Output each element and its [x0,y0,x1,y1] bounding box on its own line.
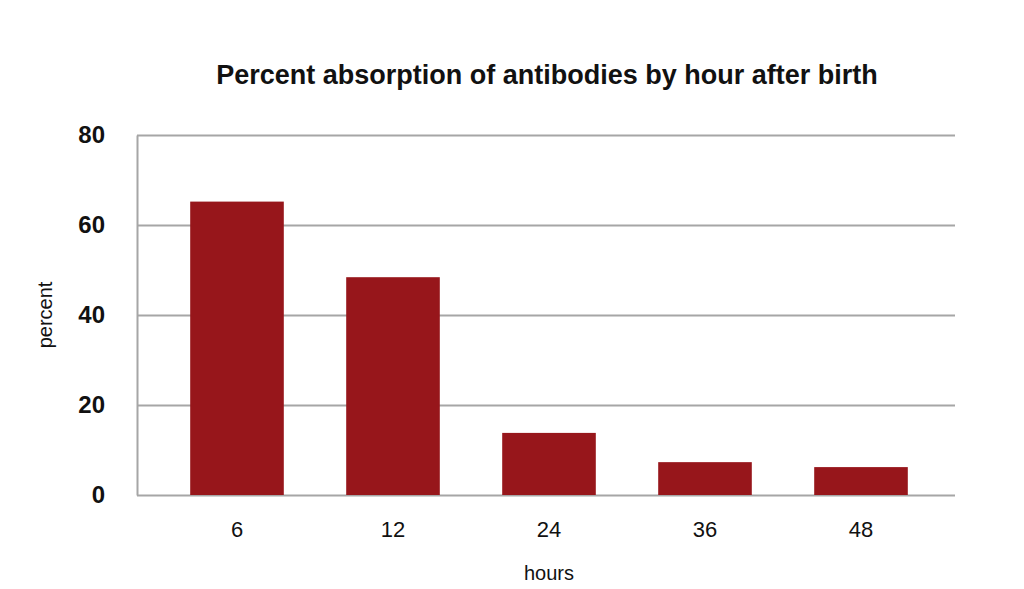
bar [814,467,908,495]
x-tick: 6 [231,495,243,542]
title: Percent absorption of antibodies by hour… [216,60,878,90]
y-tick-label: 60 [78,211,105,238]
x-axis-title: hours [524,562,574,584]
y-axis: 0 20 40 60 80 [78,121,955,508]
bar [190,202,284,495]
y-tick-label: 80 [78,121,105,148]
y-tick-label: 0 [92,481,105,508]
x-tick-label: 48 [849,517,873,542]
bar [658,462,752,495]
x-tick: 24 [537,495,561,542]
x-tick: 12 [381,495,405,542]
y-tick: 80 [78,121,955,148]
x-tick: 48 [849,495,873,542]
x-tick-label: 36 [693,517,717,542]
y-axis-title: percent [34,281,56,348]
y-tick-label: 20 [78,391,105,418]
x-tick-label: 24 [537,517,561,542]
x-axis: 6 12 24 36 48 [231,495,873,542]
grid-line [137,135,955,137]
x-tick-label: 6 [231,517,243,542]
x-tick-label: 12 [381,517,405,542]
bars [190,202,908,495]
x-tick: 36 [693,495,717,542]
chart: 0 20 40 60 80 6 12 24 36 48 Percent absorption of … [0,0,1024,589]
y-tick-label: 40 [78,301,105,328]
bar [346,277,440,495]
bar [502,433,596,495]
